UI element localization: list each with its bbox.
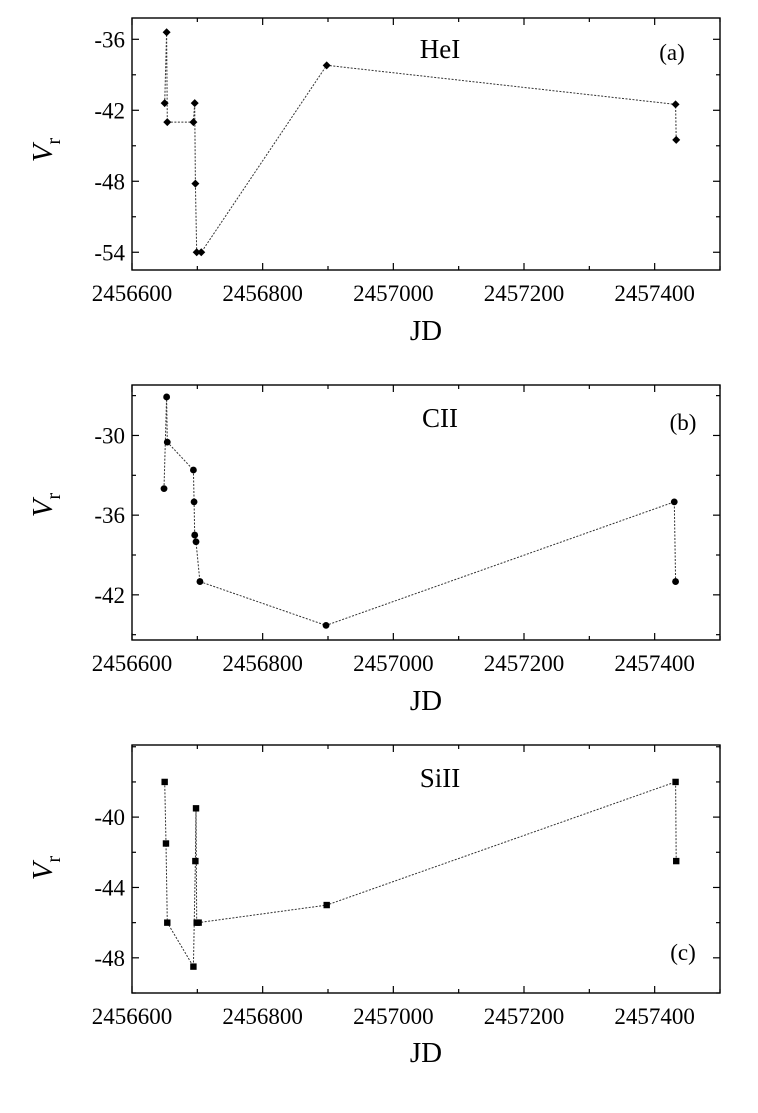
plot-frame bbox=[131, 384, 721, 641]
data-point bbox=[162, 840, 170, 847]
data-point bbox=[192, 857, 199, 865]
x-tick-label: 2457200 bbox=[484, 281, 565, 306]
y-tick-label: -48 bbox=[94, 946, 125, 971]
data-point bbox=[162, 28, 171, 37]
x-tick-label: 2457400 bbox=[614, 281, 695, 306]
x-tick-label: 2456800 bbox=[222, 651, 303, 676]
x-tick-label: 2456600 bbox=[92, 1004, 173, 1029]
data-point bbox=[191, 179, 200, 188]
data-point bbox=[673, 857, 680, 865]
y-axis-title-subscript: r bbox=[43, 137, 65, 144]
x-tick-label: 2457000 bbox=[353, 281, 434, 306]
data-point bbox=[190, 963, 197, 970]
x-tick-label: 2457000 bbox=[353, 651, 434, 676]
x-tick-label: 2456600 bbox=[92, 651, 173, 676]
data-point bbox=[163, 118, 172, 127]
panel-title: CII bbox=[422, 403, 458, 433]
x-tick-label: 2457400 bbox=[614, 1004, 695, 1029]
panel-letter: (b) bbox=[670, 410, 697, 435]
data-point bbox=[671, 100, 680, 109]
x-axis-title: JD bbox=[410, 1037, 442, 1069]
data-point bbox=[160, 99, 169, 108]
data-point bbox=[191, 531, 199, 539]
y-tick-label: -40 bbox=[94, 805, 125, 830]
x-tick-label: 2456800 bbox=[222, 1004, 303, 1029]
data-point bbox=[196, 578, 204, 585]
y-tick-label: -54 bbox=[94, 240, 125, 265]
panel-cii: 2456600 2456800 2457000 2457200 2457400 -42 -3… bbox=[27, 384, 721, 717]
data-point bbox=[670, 498, 678, 506]
data-point bbox=[163, 393, 171, 401]
y-axis-title-main: V bbox=[27, 859, 59, 880]
x-tick-label: 2457000 bbox=[353, 1004, 434, 1029]
data-point bbox=[192, 538, 200, 546]
y-tick-label: -30 bbox=[94, 423, 125, 448]
data-point bbox=[197, 248, 206, 257]
y-axis-title-subscript: r bbox=[43, 855, 65, 862]
y-axis-title-main: V bbox=[27, 141, 59, 162]
data-point bbox=[190, 466, 197, 474]
data-point bbox=[160, 485, 168, 492]
x-tick-label: 2457400 bbox=[614, 651, 695, 676]
series-line bbox=[164, 781, 677, 969]
data-point bbox=[190, 99, 199, 108]
panel-title: HeI bbox=[420, 34, 460, 64]
y-axis-title-main: V bbox=[27, 496, 59, 517]
data-point bbox=[672, 778, 679, 786]
data-point bbox=[322, 621, 330, 629]
y-tick-label: -48 bbox=[94, 169, 125, 194]
y-axis-title-subscript: r bbox=[43, 492, 65, 499]
data-point bbox=[322, 61, 331, 70]
data-point bbox=[164, 919, 171, 926]
x-axis-title: JD bbox=[410, 685, 442, 717]
y-tick-label: -36 bbox=[94, 27, 125, 52]
data-point bbox=[672, 578, 679, 585]
y-tick-label: -36 bbox=[94, 503, 125, 528]
y-tick-label: -42 bbox=[94, 98, 125, 123]
data-point bbox=[161, 778, 168, 786]
data-point bbox=[195, 919, 202, 926]
panel-siii: 2456600 2456800 2457000 2457200 2457400 -48 -4… bbox=[27, 744, 721, 1069]
x-tick-label: 2457200 bbox=[484, 651, 565, 676]
data-point bbox=[163, 438, 171, 446]
series-line bbox=[163, 396, 677, 626]
x-axis-title: JD bbox=[410, 315, 442, 347]
y-axis-title: Vr bbox=[27, 137, 65, 162]
panel-letter: (a) bbox=[659, 40, 685, 65]
series-line bbox=[164, 32, 677, 253]
data-point bbox=[190, 498, 198, 506]
data-point bbox=[192, 805, 200, 812]
y-tick-label: -42 bbox=[94, 583, 125, 608]
plot-frame bbox=[131, 744, 721, 994]
y-axis-title: Vr bbox=[27, 492, 65, 517]
data-point bbox=[189, 118, 198, 127]
x-tick-label: 2457200 bbox=[484, 1004, 565, 1029]
data-point bbox=[192, 248, 201, 257]
panel-title: SiII bbox=[420, 763, 461, 793]
panel-hei: 2456600 2456800 2457000 2457200 2457400 -54 -4… bbox=[27, 17, 721, 347]
panel-letter: (c) bbox=[670, 940, 696, 965]
x-tick-label: 2456800 bbox=[222, 281, 303, 306]
y-axis-title: Vr bbox=[27, 855, 65, 880]
data-point bbox=[672, 135, 681, 144]
x-tick-label: 2456600 bbox=[92, 281, 173, 306]
y-tick-label: -44 bbox=[94, 875, 125, 900]
plot-frame bbox=[131, 17, 721, 271]
data-point bbox=[323, 901, 330, 909]
